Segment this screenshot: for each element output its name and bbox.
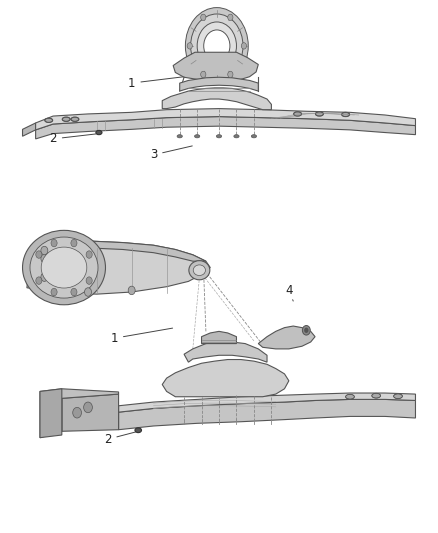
Ellipse shape xyxy=(394,394,403,399)
Circle shape xyxy=(41,246,48,255)
Polygon shape xyxy=(40,389,62,438)
Circle shape xyxy=(128,286,135,295)
Circle shape xyxy=(71,239,77,247)
Circle shape xyxy=(36,251,42,259)
Circle shape xyxy=(302,326,310,335)
Ellipse shape xyxy=(22,230,106,305)
Circle shape xyxy=(228,14,233,21)
Polygon shape xyxy=(184,342,267,362)
Circle shape xyxy=(204,30,230,62)
Ellipse shape xyxy=(346,394,354,399)
Circle shape xyxy=(197,22,237,70)
Polygon shape xyxy=(40,389,119,438)
Text: 1: 1 xyxy=(128,77,186,90)
Polygon shape xyxy=(162,360,289,397)
Ellipse shape xyxy=(189,261,210,280)
Circle shape xyxy=(185,7,248,84)
Polygon shape xyxy=(119,399,416,430)
Ellipse shape xyxy=(96,131,102,135)
Ellipse shape xyxy=(177,135,182,138)
Circle shape xyxy=(304,328,308,333)
Ellipse shape xyxy=(135,428,141,433)
Polygon shape xyxy=(62,394,119,431)
Text: 2: 2 xyxy=(49,132,96,146)
Polygon shape xyxy=(162,88,272,110)
Ellipse shape xyxy=(30,237,98,298)
Circle shape xyxy=(228,71,233,78)
Text: 1: 1 xyxy=(110,328,173,345)
Ellipse shape xyxy=(71,117,79,122)
Polygon shape xyxy=(258,326,315,349)
Circle shape xyxy=(191,14,243,78)
Circle shape xyxy=(51,239,57,247)
Circle shape xyxy=(71,288,77,296)
Polygon shape xyxy=(119,393,416,412)
Circle shape xyxy=(84,402,92,413)
Polygon shape xyxy=(201,332,237,344)
Circle shape xyxy=(86,251,92,259)
Ellipse shape xyxy=(342,112,350,117)
Circle shape xyxy=(51,288,57,296)
Polygon shape xyxy=(35,117,416,139)
Ellipse shape xyxy=(193,265,205,276)
Ellipse shape xyxy=(315,112,323,116)
Ellipse shape xyxy=(45,118,53,123)
Polygon shape xyxy=(180,77,258,91)
Circle shape xyxy=(201,14,206,21)
Circle shape xyxy=(41,254,48,263)
Ellipse shape xyxy=(372,393,381,398)
Ellipse shape xyxy=(251,135,257,138)
Polygon shape xyxy=(173,52,258,80)
Ellipse shape xyxy=(293,112,301,116)
Circle shape xyxy=(86,277,92,284)
Text: 4: 4 xyxy=(285,284,293,301)
Ellipse shape xyxy=(41,247,87,288)
Polygon shape xyxy=(35,109,416,130)
Text: 2: 2 xyxy=(104,432,135,446)
Circle shape xyxy=(85,288,92,296)
Circle shape xyxy=(187,43,192,49)
Polygon shape xyxy=(22,123,35,136)
Circle shape xyxy=(241,43,247,49)
Circle shape xyxy=(36,277,42,284)
Ellipse shape xyxy=(216,135,222,138)
Text: 3: 3 xyxy=(150,146,192,161)
Circle shape xyxy=(73,407,81,418)
Circle shape xyxy=(41,273,48,281)
Ellipse shape xyxy=(234,135,239,138)
Ellipse shape xyxy=(194,135,200,138)
Polygon shape xyxy=(27,241,210,294)
Ellipse shape xyxy=(62,117,70,122)
Polygon shape xyxy=(31,241,206,261)
Circle shape xyxy=(201,71,206,78)
